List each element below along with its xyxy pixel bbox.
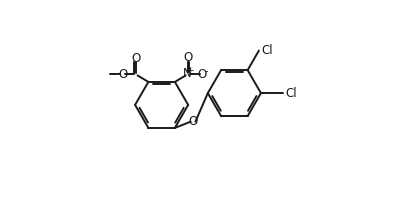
Text: O: O (188, 115, 198, 128)
Text: Cl: Cl (286, 87, 297, 100)
Text: O: O (183, 51, 192, 64)
Text: +: + (187, 66, 194, 75)
Text: Cl: Cl (261, 44, 272, 57)
Text: O: O (131, 52, 140, 65)
Text: -: - (204, 67, 208, 76)
Text: O: O (118, 68, 128, 81)
Text: N: N (183, 67, 192, 80)
Text: O: O (198, 68, 207, 81)
